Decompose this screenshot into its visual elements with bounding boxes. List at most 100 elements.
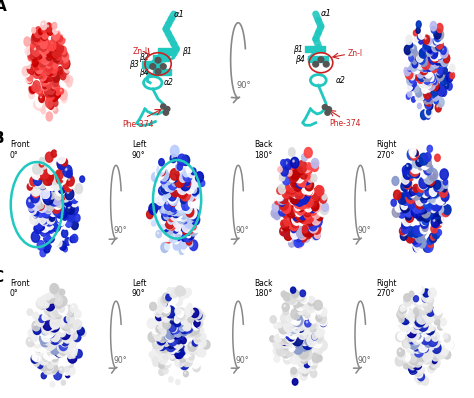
Circle shape xyxy=(419,177,428,189)
Circle shape xyxy=(435,154,440,161)
Circle shape xyxy=(59,213,67,223)
Circle shape xyxy=(158,297,167,307)
Circle shape xyxy=(301,326,302,328)
Circle shape xyxy=(36,346,38,347)
Circle shape xyxy=(406,334,413,342)
Circle shape xyxy=(159,321,164,328)
Circle shape xyxy=(302,319,310,329)
Circle shape xyxy=(67,309,73,315)
Circle shape xyxy=(405,206,413,217)
Circle shape xyxy=(415,231,424,243)
Circle shape xyxy=(283,347,289,354)
Circle shape xyxy=(63,50,67,57)
Circle shape xyxy=(164,217,174,230)
Circle shape xyxy=(42,43,43,45)
Circle shape xyxy=(28,329,36,338)
Circle shape xyxy=(192,339,198,346)
Circle shape xyxy=(45,230,55,243)
Circle shape xyxy=(426,167,428,169)
Text: A: A xyxy=(0,0,6,14)
Circle shape xyxy=(305,343,312,351)
Circle shape xyxy=(306,226,314,237)
Circle shape xyxy=(302,225,308,233)
Circle shape xyxy=(270,316,276,323)
Circle shape xyxy=(289,148,295,156)
Circle shape xyxy=(57,50,58,52)
Circle shape xyxy=(53,320,55,322)
Circle shape xyxy=(407,76,413,85)
Circle shape xyxy=(286,184,291,191)
Circle shape xyxy=(302,304,312,315)
Circle shape xyxy=(302,369,308,376)
Circle shape xyxy=(402,177,411,187)
Circle shape xyxy=(169,345,176,354)
Circle shape xyxy=(405,295,413,304)
Circle shape xyxy=(317,335,322,341)
Circle shape xyxy=(24,55,30,65)
Circle shape xyxy=(171,297,173,298)
Circle shape xyxy=(274,336,279,342)
Circle shape xyxy=(436,86,437,87)
Circle shape xyxy=(405,186,413,197)
Circle shape xyxy=(301,302,307,308)
Circle shape xyxy=(46,358,51,364)
Circle shape xyxy=(320,316,322,318)
Circle shape xyxy=(273,338,282,349)
Circle shape xyxy=(40,168,48,179)
Circle shape xyxy=(171,145,179,156)
Circle shape xyxy=(408,91,412,97)
Circle shape xyxy=(69,214,73,220)
Circle shape xyxy=(45,209,46,212)
Circle shape xyxy=(284,316,293,327)
Circle shape xyxy=(306,175,307,176)
Circle shape xyxy=(426,60,433,70)
Circle shape xyxy=(438,55,446,66)
Circle shape xyxy=(160,360,168,369)
Circle shape xyxy=(48,162,53,169)
Circle shape xyxy=(42,82,48,91)
Circle shape xyxy=(40,39,46,48)
Circle shape xyxy=(163,320,171,329)
Circle shape xyxy=(305,300,310,306)
Circle shape xyxy=(183,318,189,325)
Circle shape xyxy=(421,187,430,197)
Circle shape xyxy=(291,367,297,374)
Circle shape xyxy=(52,357,58,365)
Circle shape xyxy=(187,230,188,232)
Circle shape xyxy=(182,221,191,232)
Circle shape xyxy=(423,35,429,44)
Circle shape xyxy=(426,176,435,187)
Circle shape xyxy=(435,209,440,217)
Circle shape xyxy=(413,284,421,293)
Circle shape xyxy=(277,192,287,205)
Circle shape xyxy=(39,354,48,365)
Circle shape xyxy=(74,324,75,325)
Circle shape xyxy=(72,353,73,354)
Circle shape xyxy=(37,200,45,210)
Circle shape xyxy=(65,323,74,334)
Circle shape xyxy=(427,189,434,199)
Circle shape xyxy=(415,238,417,240)
Circle shape xyxy=(194,328,195,330)
Circle shape xyxy=(176,308,186,319)
Circle shape xyxy=(434,335,435,336)
Circle shape xyxy=(297,195,299,198)
Circle shape xyxy=(420,194,428,203)
Circle shape xyxy=(271,209,278,218)
Circle shape xyxy=(411,232,416,238)
Circle shape xyxy=(60,193,67,202)
Circle shape xyxy=(41,357,43,359)
Circle shape xyxy=(310,363,316,371)
Circle shape xyxy=(53,100,58,106)
Circle shape xyxy=(312,357,319,365)
Circle shape xyxy=(149,214,154,220)
Circle shape xyxy=(146,210,153,219)
Circle shape xyxy=(67,366,75,375)
Circle shape xyxy=(427,297,434,304)
Circle shape xyxy=(435,347,436,349)
Circle shape xyxy=(418,336,419,337)
Circle shape xyxy=(40,217,46,225)
Circle shape xyxy=(444,183,448,188)
Circle shape xyxy=(433,49,440,60)
Circle shape xyxy=(416,55,420,62)
